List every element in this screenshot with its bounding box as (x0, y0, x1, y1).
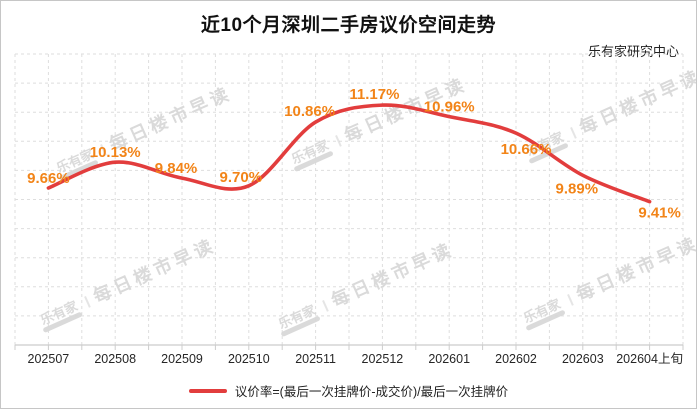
watermark-logo-swoosh (43, 312, 82, 333)
legend-label: 议价率=(最后一次挂牌价-成交价)/最后一次挂牌价 (234, 385, 509, 399)
watermark-text: 每日楼市早读 (576, 65, 697, 138)
data-label: 10.13% (90, 144, 141, 161)
data-label: 9.84% (155, 160, 198, 177)
x-axis-label: 202507 (28, 352, 70, 366)
x-axis-label: 202601 (428, 352, 470, 366)
x-axis-label: 202511 (295, 352, 336, 366)
data-label: 9.66% (27, 170, 70, 187)
data-label: 10.66% (501, 141, 552, 158)
watermark-logo-swoosh (294, 151, 333, 172)
watermark-logo-swoosh (281, 316, 320, 337)
data-label: 9.70% (220, 169, 263, 186)
watermark-text: 每日楼市早读 (573, 232, 697, 305)
credit-label: 乐有家研究中心 (587, 44, 679, 59)
watermark-divider (322, 300, 329, 312)
watermark-text: 每日楼市早读 (90, 234, 219, 307)
chart-title: 近10个月深圳二手房议价空间走势 (200, 15, 497, 36)
x-axis-label: 202510 (228, 352, 270, 366)
legend: 议价率=(最后一次挂牌价-成交价)/最后一次挂牌价 (1, 381, 696, 400)
watermark-logo-swoosh (59, 160, 98, 181)
data-label: 9.41% (638, 205, 681, 222)
watermark-text: 每日楼市早读 (328, 238, 457, 311)
series-line (46, 103, 652, 204)
x-axis-label: 202603 (562, 352, 604, 366)
data-label: 9.89% (556, 180, 599, 197)
data-label: 10.96% (424, 99, 475, 116)
watermark-divider (100, 144, 107, 156)
watermark-divider (567, 294, 574, 306)
legend-line-swatch (188, 388, 227, 393)
watermark-divider (84, 296, 91, 308)
data-label: 10.86% (284, 103, 335, 120)
x-axis-label: 202509 (161, 352, 203, 366)
x-axis-label: 202602 (495, 352, 537, 366)
x-axis-label: 202604上旬 (616, 352, 683, 366)
watermark-divider (570, 127, 577, 139)
watermark-divider (335, 135, 342, 147)
data-label: 11.17% (349, 86, 399, 103)
x-axis-label: 202508 (94, 352, 136, 366)
x-axis-label: 202512 (362, 352, 404, 366)
watermark-logo-swoosh (526, 310, 565, 331)
